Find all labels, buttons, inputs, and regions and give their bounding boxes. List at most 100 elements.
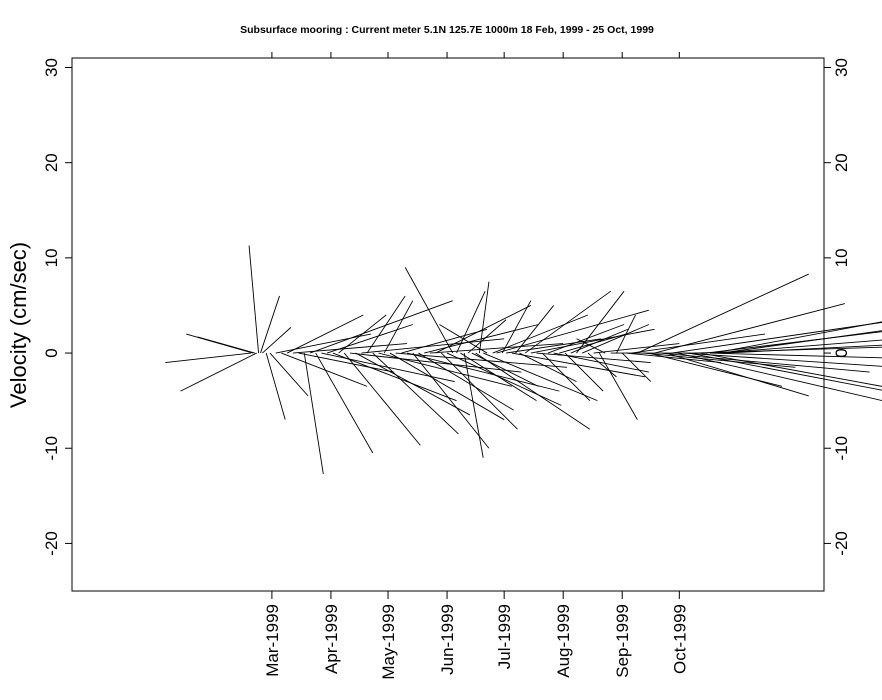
velocity-stick [471, 352, 539, 387]
velocity-stick [292, 343, 408, 354]
y-tick-label-right: -10 [832, 436, 851, 461]
y-tick-label-right: 30 [832, 58, 851, 77]
velocity-stick [275, 333, 371, 354]
velocity-stick [621, 352, 652, 382]
y-tick-label-left: 10 [42, 248, 61, 267]
velocity-stick [248, 245, 260, 354]
velocity-stick [598, 352, 638, 420]
velocity-stick [265, 352, 286, 420]
velocity-stick [496, 309, 649, 354]
velocity-stick [418, 352, 514, 411]
velocity-stick [660, 352, 870, 373]
velocity-stick [366, 295, 406, 354]
velocity-stick [435, 305, 532, 354]
velocity-stick [700, 352, 882, 387]
velocity-stick [378, 352, 512, 387]
velocity-stick [524, 290, 612, 354]
velocity-stick [463, 352, 484, 458]
x-tick-label: Jun-1999 [438, 604, 457, 675]
velocity-stick [262, 327, 292, 354]
velocity-stick [303, 352, 324, 475]
velocity-stick [197, 336, 255, 354]
velocity-stick [683, 352, 882, 367]
velocity-stick [625, 352, 722, 364]
y-tick-label-right: 10 [832, 248, 851, 267]
velocity-stick [724, 344, 882, 354]
velocity-stick [492, 314, 589, 354]
chart-title: Subsurface mooring : Current meter 5.1N … [240, 24, 654, 36]
velocity-stick [343, 352, 421, 446]
velocity-stick [404, 267, 454, 354]
velocity-stick [372, 352, 459, 435]
velocity-stick [475, 352, 591, 430]
velocity-stick [355, 352, 471, 416]
velocity-stick [677, 352, 882, 402]
velocity-stick [269, 352, 309, 397]
x-tick-label: Aug-1999 [554, 604, 573, 678]
x-tick-label: Apr-1999 [322, 604, 341, 674]
y-axis-label: Velocity (cm/sec) [6, 242, 31, 408]
stick-layer [165, 245, 882, 475]
y-tick-label-right: 0 [832, 348, 851, 357]
velocity-stick [616, 314, 636, 354]
top-x-axis [271, 52, 680, 58]
velocity-stick [412, 352, 490, 449]
x-tick-label: Jul-1999 [495, 604, 514, 669]
velocity-stick [547, 324, 625, 354]
velocity-stick [501, 300, 532, 354]
velocity-stick [587, 352, 617, 378]
velocity-stick [446, 352, 562, 406]
velocity-stick [165, 352, 252, 364]
velocity-stick [637, 273, 809, 354]
velocity-stick [593, 343, 680, 354]
velocity-stick [511, 352, 646, 378]
velocity-stick [553, 352, 649, 373]
velocity-stick [717, 339, 882, 354]
velocity-stick [441, 352, 518, 430]
velocity-stick [439, 324, 488, 354]
velocity-stick [467, 319, 507, 354]
right-y-axis: -20 -10 0 10 20 30 [824, 58, 851, 556]
velocity-stick [582, 324, 650, 354]
velocity-stick [281, 352, 368, 387]
y-tick-label-right: -20 [832, 531, 851, 556]
velocity-stick [576, 290, 625, 354]
velocity-stick [389, 352, 505, 421]
velocity-stick [326, 324, 413, 354]
left-y-axis: -20 -10 0 10 20 30 [42, 58, 72, 556]
velocity-stick [315, 352, 374, 454]
velocity-stick [338, 314, 387, 354]
velocity-stick [665, 352, 809, 397]
velocity-stick [298, 352, 394, 373]
velocity-stick [260, 295, 280, 354]
x-tick-label: Mar-1999 [263, 604, 282, 677]
velocity-stick [401, 328, 488, 354]
velocity-stick [643, 352, 796, 368]
velocity-stick [383, 300, 414, 354]
y-tick-label-left: 20 [42, 153, 61, 172]
y-tick-label-right: 20 [832, 153, 851, 172]
plot-frame [71, 57, 825, 592]
velocity-stick [456, 290, 486, 354]
velocity-stick [332, 352, 457, 402]
y-tick-label-left: -20 [42, 531, 61, 556]
velocity-stick [515, 305, 555, 354]
velocity-stick [576, 338, 606, 354]
velocity-stick [309, 300, 453, 354]
velocity-stick [721, 330, 882, 354]
velocity-stick [180, 352, 257, 392]
bottom-x-axis: Mar-1999 Apr-1999 May-1999 Jun-1999 Jul-1999… [263, 591, 689, 680]
velocity-stick [713, 321, 882, 354]
velocity-stick [709, 352, 882, 359]
velocity-stick [705, 331, 882, 354]
velocity-stick [530, 328, 655, 354]
y-tick-label-left: -10 [42, 436, 61, 461]
velocity-stick [654, 303, 846, 354]
x-tick-label: Sep-1999 [613, 604, 632, 678]
velocity-stick [570, 328, 629, 354]
velocity-stick [631, 333, 766, 354]
velocity-stick [395, 352, 568, 368]
velocity-stick [688, 352, 882, 391]
velocity-stick [349, 352, 522, 373]
